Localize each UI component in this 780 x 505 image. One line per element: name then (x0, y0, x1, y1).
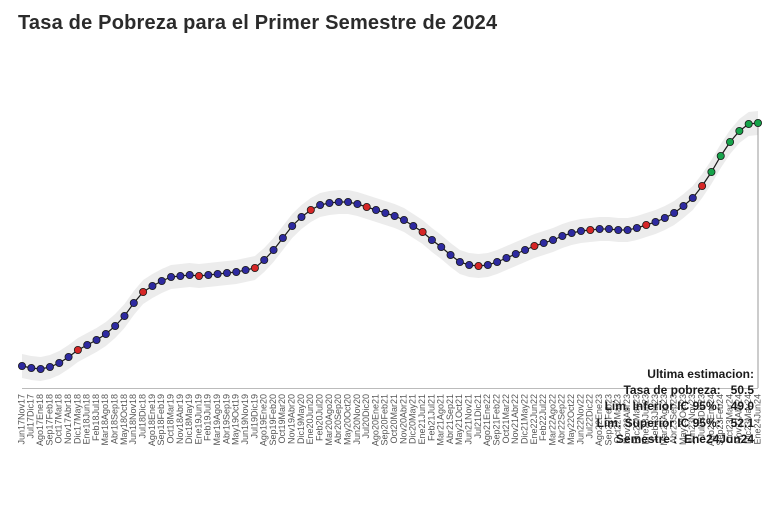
estimation-semester-line: Semestre : Ene24Jun24 (597, 431, 754, 447)
estimation-semester-value: Ene24Jun24 (684, 432, 754, 446)
estimation-rate-value: 50.5 (731, 383, 754, 397)
estimation-low-value: 49.0 (731, 399, 754, 413)
estimation-low-label: Lim. Inferior IC 95%: (605, 399, 721, 413)
chart-title: Tasa de Pobreza para el Primer Semestre … (18, 12, 497, 35)
estimation-low-line: Lim. Inferior IC 95%: 49.0 (597, 398, 754, 414)
estimation-high-line: Lim. Superior IC 95%: 52.1 (597, 415, 754, 431)
estimation-rate-line: Tasa de pobreza: 50.5 (597, 382, 754, 398)
estimation-semester-label: Semestre : (616, 432, 677, 446)
estimation-high-value: 52.1 (731, 416, 754, 430)
poverty-rate-chart: Tasa de Pobreza para el Primer Semestre … (0, 0, 780, 505)
estimation-rate-label: Tasa de pobreza: (623, 383, 720, 397)
estimation-heading: Ultima estimacion: (597, 366, 754, 382)
estimation-panel: Ultima estimacion: Tasa de pobreza: 50.5… (597, 366, 754, 447)
estimation-high-label: Lim. Superior IC 95%: (597, 416, 721, 430)
